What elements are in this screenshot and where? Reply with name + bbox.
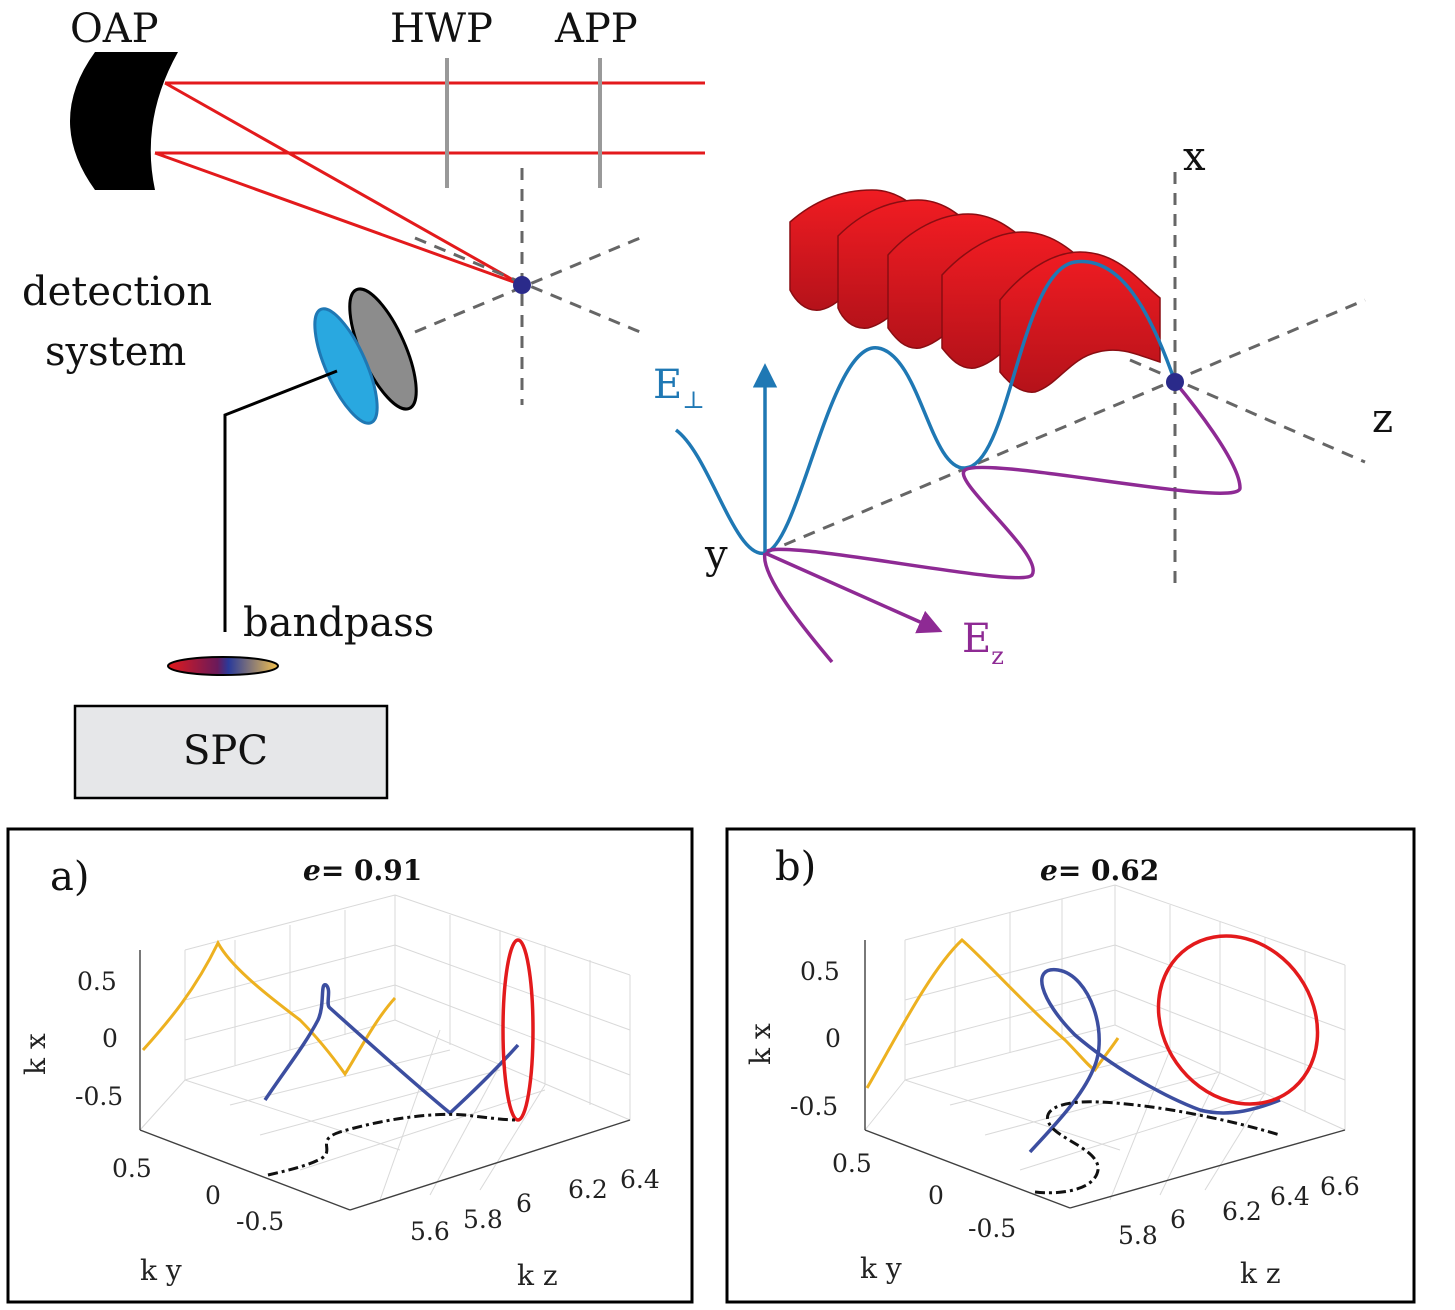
detection-label-line2: system — [45, 329, 186, 375]
panel-b-frame — [725, 827, 1416, 1304]
panel-b-kx-tick-1: 0 — [825, 1024, 841, 1053]
panel-a-zlabel: k x — [19, 1033, 52, 1075]
panel-a-ky-tick-2: -0.5 — [236, 1207, 284, 1236]
panel-b-ky-tick-1: 0 — [928, 1181, 944, 1210]
setup-schematic: OAP HWP APP detection system bandpass SP… — [22, 6, 705, 800]
panel-b-title: e= 0.62 — [1040, 854, 1159, 887]
panel-a-ylabel: k y — [140, 1254, 182, 1287]
panel-b-grid — [864, 884, 1346, 1201]
panel-b-title-symbol: e — [1040, 854, 1058, 887]
panel-b-kx-tick-0: 0.5 — [800, 957, 840, 986]
panel-a-title: e= 0.91 — [303, 854, 422, 887]
panel-a-series-projection-ky-kx — [501, 938, 535, 1122]
x-axis-label: x — [1183, 134, 1206, 180]
e-perp-label-sub: ⊥ — [682, 386, 705, 414]
panel-b-series-projection-kz-ky — [1034, 1100, 1281, 1195]
spc-label: SPC — [183, 728, 268, 774]
panel-a: a) e= 0.91 — [6, 827, 694, 1304]
panel-a-series-projection-kz-ky — [267, 1112, 519, 1177]
panel-a-series-trajectory — [263, 983, 520, 1116]
panel-b-series-projection-ky-kx — [1156, 934, 1320, 1106]
bandpass-label: bandpass — [243, 600, 434, 646]
focus-point — [513, 276, 531, 294]
panel-a-xlabel: k z — [517, 1259, 558, 1292]
wave-sheet-5 — [999, 251, 1161, 393]
e-z-wave — [763, 380, 1242, 664]
z-axis-dashed — [764, 298, 1366, 555]
panel-b-zlabel: k x — [744, 1023, 777, 1065]
e-perp-label-base: E — [653, 362, 682, 408]
panel-a-kz-tick-2: 6 — [516, 1189, 532, 1218]
panel-b-axis-front — [864, 1129, 1071, 1209]
panel-b: b) e= 0.62 — [725, 827, 1416, 1304]
panel-b-kz-tick-4: 6.6 — [1320, 1172, 1360, 1201]
e-z-label-base: E — [962, 616, 991, 662]
e-z-label: Ez — [962, 616, 1004, 670]
panel-a-axis-right — [349, 1119, 631, 1211]
panel-a-kz-tick-4: 6.4 — [620, 1165, 660, 1194]
panel-b-series-trajectory — [1028, 968, 1281, 1154]
panel-b-axis-right — [1069, 1129, 1346, 1209]
panel-a-title-value: = 0.91 — [321, 854, 422, 887]
app-label: APP — [554, 6, 638, 52]
panel-a-kz-tick-1: 5.8 — [463, 1205, 503, 1234]
panel-b-series-projection-kz-kx — [865, 937, 1120, 1089]
oap-label: OAP — [70, 6, 159, 52]
e-perp-wave — [674, 259, 1177, 555]
panel-b-kz-tick-1: 6 — [1170, 1205, 1186, 1234]
panel-b-ky-tick-0: 0.5 — [832, 1149, 872, 1178]
oap-mirror — [70, 52, 178, 190]
panel-b-kz-tick-0: 5.8 — [1118, 1221, 1158, 1250]
fiber — [223, 369, 338, 632]
panel-a-kx-tick-0: 0.5 — [77, 967, 117, 996]
e-perp-label: E⊥ — [653, 362, 705, 414]
y-axis-label: y — [704, 532, 728, 578]
beam-focus-lower — [154, 151, 523, 287]
panel-b-title-value: = 0.62 — [1058, 854, 1159, 887]
detection-label-line1: detection — [22, 269, 212, 315]
panel-b-label: b) — [775, 844, 816, 890]
e-z-label-sub: z — [991, 642, 1004, 670]
transverse-axis-dashed — [1129, 358, 1366, 464]
panel-a-kz-tick-0: 5.6 — [410, 1217, 450, 1246]
field-schematic: x z y E⊥ Ez — [653, 134, 1393, 670]
panel-a-series-projection-kz-kx — [141, 939, 397, 1077]
field-focus-point — [1166, 373, 1184, 391]
spc-box — [73, 704, 389, 800]
e-z-arrow — [764, 551, 943, 634]
panel-a-title-symbol: e — [303, 854, 321, 887]
beam-focus-upper — [164, 81, 523, 287]
bandpass-filter — [167, 656, 279, 676]
hwp-label: HWP — [390, 6, 493, 52]
panel-a-ky-tick-1: 0 — [205, 1181, 221, 1210]
panel-a-kx-tick-2: -0.5 — [75, 1082, 123, 1111]
panel-b-xlabel: k z — [1240, 1257, 1281, 1290]
panel-a-kz-tick-3: 6.2 — [568, 1175, 608, 1204]
wave-sheets — [789, 189, 1161, 393]
panel-a-axis-front — [139, 1129, 351, 1211]
panel-a-label: a) — [50, 854, 89, 900]
panel-b-kz-tick-3: 6.4 — [1270, 1182, 1310, 1211]
z-axis-label: z — [1372, 396, 1393, 442]
panel-b-kz-tick-2: 6.2 — [1222, 1197, 1262, 1226]
panel-b-ky-tick-2: -0.5 — [968, 1214, 1016, 1243]
panel-b-ylabel: k y — [860, 1252, 902, 1285]
panel-a-kx-tick-1: 0 — [102, 1024, 118, 1053]
panel-b-kx-tick-2: -0.5 — [790, 1092, 838, 1121]
panel-a-ky-tick-0: 0.5 — [112, 1154, 152, 1183]
